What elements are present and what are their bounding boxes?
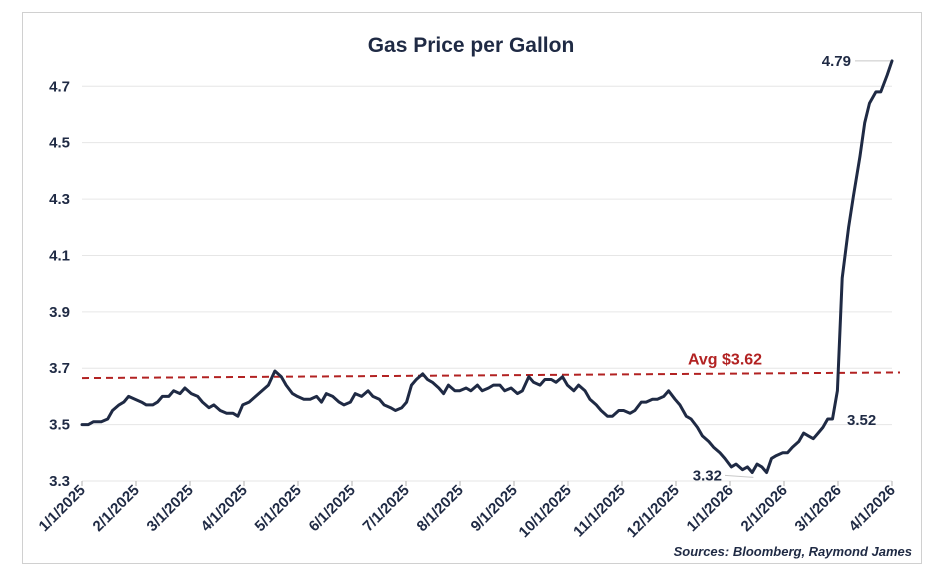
average-line-group: Avg $3.62 [81, 351, 901, 380]
y-tick-label: 4.1 [49, 247, 70, 264]
x-tick-label: 10/1/2025 [516, 482, 575, 541]
x-tick-label: 3/1/2026 [792, 482, 845, 535]
y-axis-ticks: 3.3 3.5 3.7 3.9 4.1 4.3 4.5 4.7 [49, 78, 70, 490]
x-tick-label: 6/1/2025 [306, 482, 359, 535]
y-tick-label: 3.9 [49, 304, 70, 321]
x-tick-label: 2/1/2025 [90, 482, 143, 535]
grid-lines [82, 85, 892, 482]
x-tick-label: 9/1/2025 [468, 482, 521, 535]
annotations-group: 4.79 3.52 3.32 [693, 53, 890, 484]
annotation-leader [724, 474, 754, 478]
x-tick-label: 12/1/2025 [624, 482, 683, 541]
annotation-label: 3.52 [847, 412, 876, 429]
y-tick-label: 4.5 [49, 135, 70, 152]
x-tick-label: 4/1/2025 [198, 482, 251, 535]
source-note: Sources: Bloomberg, Raymond James [674, 544, 912, 559]
x-axis-ticks: 1/1/2025 2/1/2025 3/1/2025 4/1/2025 5/1/2025… [36, 481, 899, 541]
average-line [81, 371, 901, 380]
chart-title: Gas Price per Gallon [368, 34, 575, 57]
annotation-label: 3.32 [693, 467, 722, 484]
series-line [80, 59, 894, 474]
x-tick-label: 3/1/2025 [144, 482, 197, 535]
y-tick-label: 4.3 [49, 191, 70, 208]
x-tick-label: 7/1/2025 [360, 482, 413, 535]
annotation-label: 4.79 [822, 53, 851, 70]
average-label: Avg $3.62 [688, 351, 762, 368]
x-tick-label: 5/1/2025 [252, 482, 305, 535]
x-tick-label: 2/1/2026 [738, 482, 791, 535]
x-tick-label: 8/1/2025 [414, 482, 467, 535]
y-tick-label: 3.5 [49, 417, 70, 434]
series-group [80, 59, 894, 474]
x-tick-label: 4/1/2026 [846, 482, 899, 535]
y-tick-label: 3.3 [49, 473, 70, 490]
x-tick-label: 11/1/2025 [570, 482, 629, 541]
y-tick-label: 4.7 [49, 78, 70, 95]
chart-frame [22, 12, 922, 564]
y-tick-label: 3.7 [49, 360, 70, 377]
x-tick-label: 1/1/2026 [684, 482, 737, 535]
